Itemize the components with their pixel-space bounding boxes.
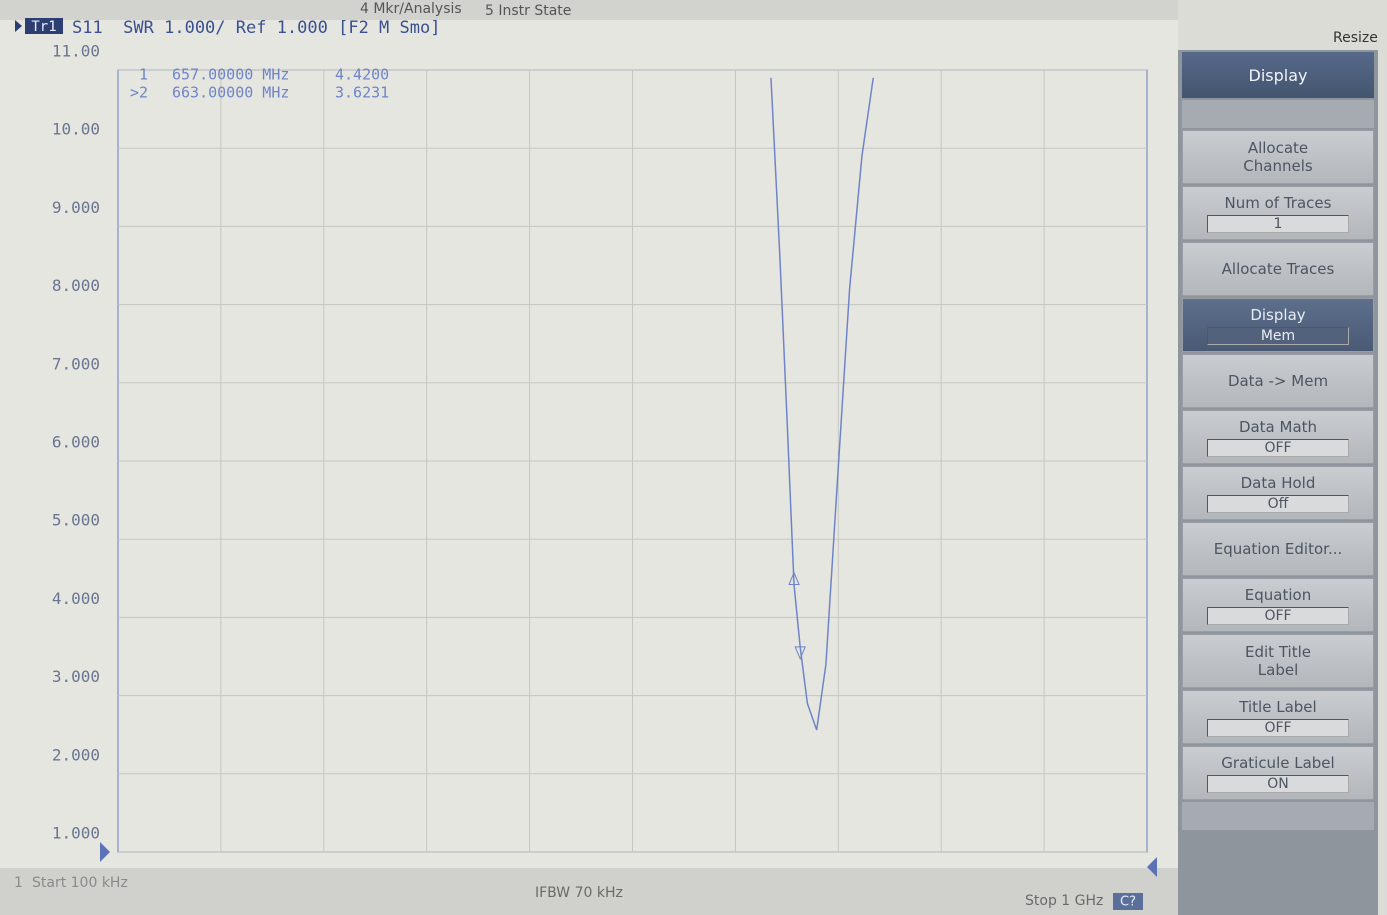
- softkey[interactable]: Allocate Channels: [1182, 130, 1374, 184]
- softkey-label: Equation: [1245, 586, 1311, 604]
- softkey[interactable]: Graticule Label ON: [1182, 746, 1374, 800]
- stop-freq[interactable]: Stop 1 GHz: [1025, 893, 1103, 909]
- softkey-value: ON: [1207, 775, 1349, 793]
- marker-frequency: 663.00000 MHz: [172, 84, 289, 102]
- marker-frequency: 657.00000 MHz: [172, 66, 289, 84]
- softkey-value: Mem: [1207, 327, 1349, 345]
- y-tick-label: 7.000: [52, 354, 100, 373]
- softkey-value: OFF: [1207, 439, 1349, 457]
- vna-screen: 4 Mkr/Analysis 5 Instr State Tr1 S11 SWR…: [0, 0, 1387, 915]
- background: [0, 0, 1178, 915]
- softkey[interactable]: Data Hold Off: [1182, 466, 1374, 520]
- softkey[interactable]: Equation Editor...: [1182, 522, 1374, 576]
- softkey-label: Title Label: [1239, 698, 1316, 716]
- trace-tag[interactable]: Tr1: [31, 19, 56, 35]
- y-tick-label: 4.000: [52, 589, 100, 608]
- trace-header: S11 SWR 1.000/ Ref 1.000 [F2 M Smo]: [72, 18, 440, 38]
- y-tick-label: 6.000: [52, 433, 100, 452]
- softkey-value: OFF: [1207, 607, 1349, 625]
- y-tick-label: 1.000: [52, 824, 100, 843]
- menu-item[interactable]: 5 Instr State: [485, 3, 571, 19]
- resize-button[interactable]: Resize: [1333, 30, 1378, 46]
- softkey-label: Display: [1250, 306, 1305, 324]
- start-freq[interactable]: Start 100 kHz: [32, 875, 128, 891]
- softkey-label: Graticule Label: [1221, 754, 1334, 772]
- softkey[interactable]: Display Mem: [1182, 298, 1374, 352]
- scroll-down[interactable]: [1182, 802, 1374, 830]
- softkey-title: Display: [1182, 52, 1374, 98]
- softkey-label: Data Math: [1239, 418, 1317, 436]
- menu-item[interactable]: 4 Mkr/Analysis: [360, 1, 462, 17]
- y-tick-label: 2.000: [52, 745, 100, 764]
- softkey[interactable]: Num of Traces 1: [1182, 186, 1374, 240]
- y-tick-label: 8.000: [52, 276, 100, 295]
- plot-area: 4 Mkr/Analysis 5 Instr State Tr1 S11 SWR…: [0, 0, 1178, 915]
- softkey[interactable]: Allocate Traces: [1182, 242, 1374, 296]
- softkey-label: Allocate Traces: [1222, 260, 1335, 278]
- softkey-label: Data Hold: [1241, 474, 1316, 492]
- softkey-value: OFF: [1207, 719, 1349, 737]
- marker-id: >2: [130, 84, 148, 102]
- y-tick-label: 3.000: [52, 667, 100, 686]
- softkey-label: Num of Traces: [1225, 194, 1332, 212]
- softkey[interactable]: Data Math OFF: [1182, 410, 1374, 464]
- softkey-label: Allocate Channels: [1233, 139, 1323, 175]
- channel-number: 1: [14, 875, 23, 891]
- softkey[interactable]: Title Label OFF: [1182, 690, 1374, 744]
- scroll-up[interactable]: [1182, 100, 1374, 128]
- softkey[interactable]: Edit Title Label: [1182, 634, 1374, 688]
- marker-value: 3.6231: [335, 84, 389, 102]
- y-tick-label: 9.000: [52, 198, 100, 217]
- softkey[interactable]: Equation OFF: [1182, 578, 1374, 632]
- menu-bar: [0, 0, 1178, 20]
- softkey-label: Edit Title Label: [1233, 643, 1323, 679]
- cal-tag: C?: [1120, 895, 1136, 910]
- marker-value: 4.4200: [335, 66, 389, 84]
- softkey-list: Allocate Channels Num of Traces 1 Allocate …: [1178, 130, 1378, 800]
- y-tick-label: 10.00: [52, 120, 100, 139]
- softkey[interactable]: Data -> Mem: [1182, 354, 1374, 408]
- y-tick-label: 11.00: [52, 42, 100, 61]
- softkey-value: Off: [1207, 495, 1349, 513]
- softkey-value: 1: [1207, 215, 1349, 233]
- softkey-label: Equation Editor...: [1214, 540, 1343, 558]
- y-tick-label: 5.000: [52, 511, 100, 530]
- marker-id: 1: [139, 66, 148, 84]
- ifbw[interactable]: IFBW 70 kHz: [535, 885, 623, 901]
- softkey-label: Data -> Mem: [1228, 372, 1328, 390]
